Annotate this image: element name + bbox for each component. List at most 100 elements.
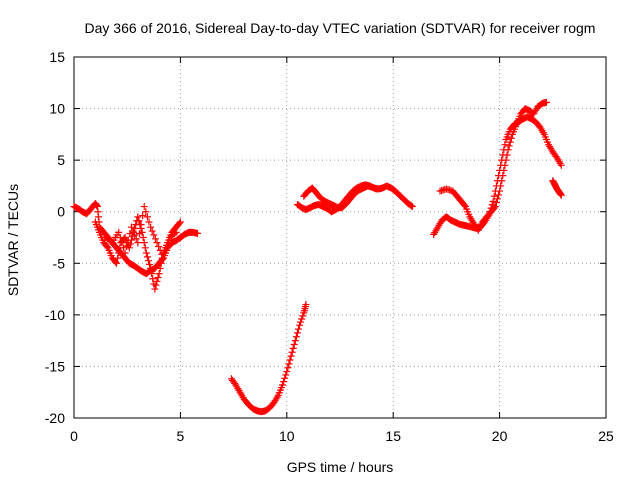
data-point (139, 234, 147, 241)
axis-ticks (73, 56, 607, 419)
y-tick-labels: 15 10 5 0 -5 -10 -15 -20 (45, 49, 65, 426)
data-point (175, 219, 183, 227)
data-point (156, 264, 164, 272)
data-point (134, 239, 142, 247)
plot-frame (73, 56, 607, 419)
data-point (279, 381, 287, 389)
y-tick-label: 15 (49, 49, 65, 65)
data-point (296, 321, 304, 329)
data-point (557, 191, 565, 199)
data-point (157, 259, 165, 267)
x-tick-label: 10 (279, 428, 295, 444)
data-point (492, 199, 500, 207)
data-point (148, 227, 156, 235)
data-point (292, 333, 300, 341)
data-point (499, 172, 507, 180)
data-point (124, 236, 132, 244)
data-point (489, 197, 497, 205)
data-point (150, 231, 158, 239)
data-point (144, 257, 152, 265)
data-point (143, 213, 151, 221)
data-point (115, 228, 123, 236)
data-point (140, 203, 148, 211)
data-point (137, 221, 145, 229)
data-point (506, 138, 514, 146)
data-point (498, 177, 506, 185)
data-point (503, 151, 511, 159)
data-point (118, 239, 126, 247)
data-point (495, 191, 503, 199)
data-points (70, 98, 565, 416)
data-point (132, 235, 140, 243)
x-tick-label: 0 (70, 428, 78, 444)
data-point (123, 243, 131, 251)
data-point (142, 208, 150, 216)
data-point (176, 218, 184, 226)
data-point (288, 348, 296, 356)
data-point (140, 239, 148, 247)
data-point (171, 230, 179, 238)
data-point (146, 261, 154, 269)
data-point (557, 161, 565, 169)
data-point (287, 352, 295, 360)
x-axis-label: GPS time / hours (287, 459, 394, 475)
data-point (143, 253, 151, 261)
data-point (107, 237, 115, 245)
data-point (297, 318, 305, 326)
y-tick-label: -15 (45, 358, 65, 374)
y-tick-label: -10 (45, 307, 65, 323)
data-point (135, 217, 143, 225)
data-point (129, 227, 137, 235)
data-point (505, 142, 513, 150)
x-tick-label: 20 (492, 428, 508, 444)
data-point (145, 218, 153, 226)
data-point (507, 134, 515, 142)
data-point (283, 368, 291, 376)
data-point (126, 240, 134, 248)
data-point (134, 213, 142, 221)
data-point (148, 270, 156, 278)
data-point (286, 356, 294, 364)
data-point (295, 325, 303, 333)
chart-title: Day 366 of 2016, Sidereal Day-to-day VTE… (85, 20, 596, 36)
data-point (281, 374, 289, 382)
data-point (501, 161, 509, 169)
data-point (151, 235, 159, 243)
data-point (298, 315, 306, 323)
data-point (290, 341, 298, 349)
y-tick-label: 5 (57, 152, 65, 168)
data-point (127, 223, 135, 231)
data-point (135, 230, 143, 238)
data-point (172, 228, 180, 236)
y-tick-label: 10 (49, 101, 65, 117)
data-point (501, 141, 509, 149)
data-point (155, 270, 163, 278)
data-point (152, 281, 160, 289)
y-tick-label: -5 (53, 255, 66, 271)
data-point (153, 277, 161, 285)
data-point (500, 166, 508, 174)
data-point (161, 249, 169, 257)
data-point (151, 285, 159, 293)
data-point (159, 254, 167, 262)
data-point (291, 337, 299, 345)
data-point (302, 301, 310, 309)
x-tick-label: 15 (385, 428, 401, 444)
data-point (115, 249, 123, 257)
data-point (139, 212, 147, 220)
data-point (154, 273, 162, 281)
data-point (280, 378, 288, 386)
y-tick-label: -20 (45, 410, 65, 426)
data-point (164, 239, 172, 247)
data-point (284, 364, 292, 372)
data-point (147, 223, 155, 231)
data-point (497, 182, 505, 190)
data-point (504, 146, 512, 154)
data-point (193, 229, 201, 237)
data-point (502, 156, 510, 164)
data-point (299, 312, 307, 320)
data-point (491, 203, 499, 211)
plot-border (73, 56, 607, 419)
data-point (282, 371, 290, 379)
